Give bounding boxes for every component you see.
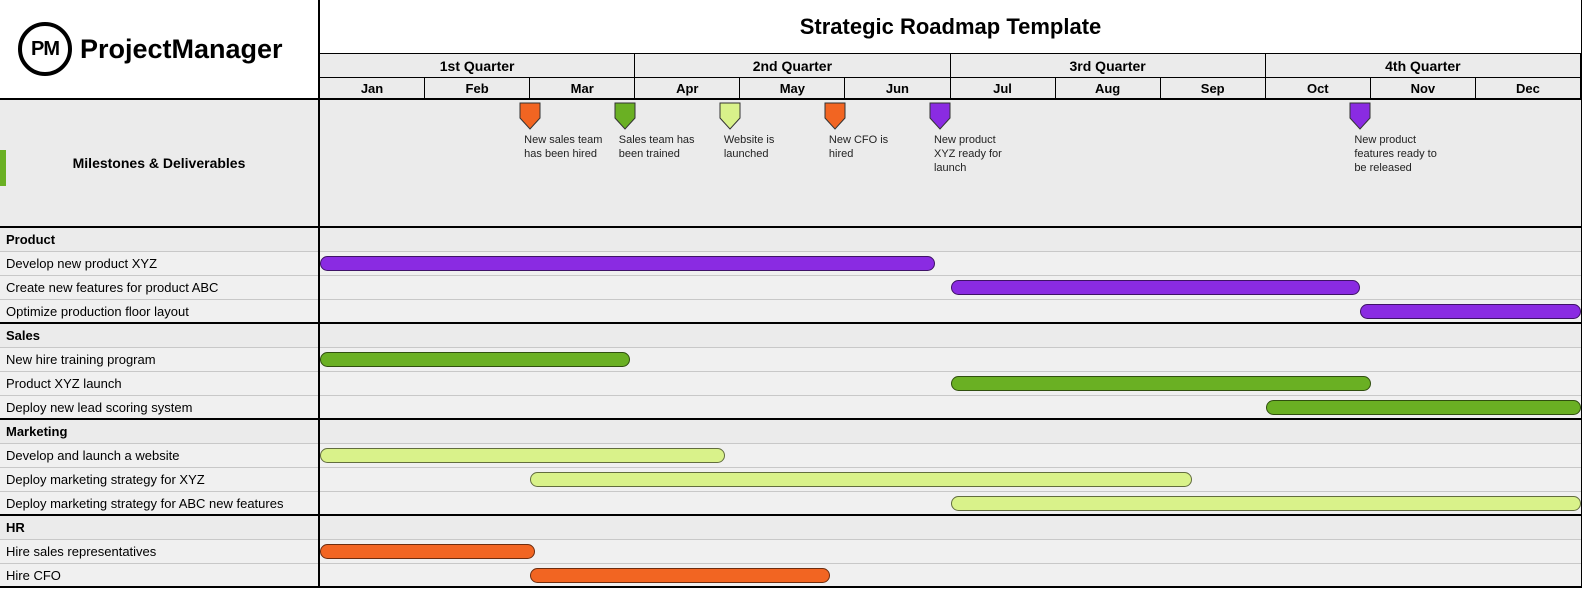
gantt-bar [320, 448, 725, 463]
task-row [320, 540, 1581, 564]
task-row [320, 252, 1581, 276]
gantt-bar [320, 256, 935, 271]
task-row [320, 300, 1581, 324]
task-row [320, 444, 1581, 468]
page-title: Strategic Roadmap Template [320, 0, 1581, 54]
task-row [320, 564, 1581, 588]
brand-name: ProjectManager [80, 34, 283, 65]
brand-badge: PM [18, 22, 72, 76]
task-label: Product XYZ launch [0, 372, 318, 396]
month-cell: Sep [1161, 78, 1266, 100]
task-label: Optimize production floor layout [0, 300, 318, 324]
task-label: Develop and launch a website [0, 444, 318, 468]
quarter-cell: 3rd Quarter [951, 54, 1266, 78]
task-label: Create new features for product ABC [0, 276, 318, 300]
month-cell: Jul [951, 78, 1056, 100]
brand-logo: PM ProjectManager [0, 0, 320, 100]
section-header: Product [0, 228, 318, 252]
timeline-header: Strategic Roadmap Template 1st Quarter2n… [320, 0, 1581, 100]
timeline-body: New sales team has been hired Sales team … [320, 100, 1581, 588]
section-header-row [320, 516, 1581, 540]
task-row [320, 468, 1581, 492]
section-header: Sales [0, 324, 318, 348]
side-accent [0, 150, 6, 186]
quarter-row: 1st Quarter2nd Quarter3rd Quarter4th Qua… [320, 54, 1581, 78]
milestone-label: New CFO is hired [829, 134, 915, 162]
month-cell: Feb [425, 78, 530, 100]
task-label: Develop new product XYZ [0, 252, 318, 276]
milestone-marker [824, 102, 846, 130]
milestone-marker [929, 102, 951, 130]
section-header: Marketing [0, 420, 318, 444]
quarter-cell: 1st Quarter [320, 54, 635, 78]
milestone-marker [1349, 102, 1371, 130]
milestone-marker [614, 102, 636, 130]
month-cell: Mar [530, 78, 635, 100]
milestones-header: Milestones & Deliverables [0, 100, 318, 228]
left-column: Milestones & Deliverables ProductDevelop… [0, 100, 320, 588]
milestone-marker [519, 102, 541, 130]
gantt-bar [530, 568, 829, 583]
task-label: Deploy marketing strategy for XYZ [0, 468, 318, 492]
quarter-cell: 4th Quarter [1266, 54, 1581, 78]
task-label: Deploy new lead scoring system [0, 396, 318, 420]
gantt-bar [951, 376, 1371, 391]
section-header-row [320, 228, 1581, 252]
section-header-row [320, 420, 1581, 444]
month-cell: Apr [635, 78, 740, 100]
gantt-bar [320, 352, 630, 367]
task-row [320, 492, 1581, 516]
milestone-marker [719, 102, 741, 130]
month-cell: Oct [1266, 78, 1371, 100]
section-header: HR [0, 516, 318, 540]
month-cell: Dec [1476, 78, 1581, 100]
month-cell: Jan [320, 78, 425, 100]
milestone-label: New sales team has been hired [524, 134, 610, 162]
milestone-label: Website is launched [724, 134, 810, 162]
month-cell: Aug [1056, 78, 1161, 100]
gantt-bar [530, 472, 1192, 487]
month-row: JanFebMarAprMayJunJulAugSepOctNovDec [320, 78, 1581, 100]
gantt-bar [951, 496, 1582, 511]
milestone-label: Sales team has been trained [619, 134, 705, 162]
task-label: Hire sales representatives [0, 540, 318, 564]
task-row [320, 396, 1581, 420]
milestone-label: New product features ready to be release… [1354, 134, 1440, 175]
task-row [320, 372, 1581, 396]
month-cell: May [740, 78, 845, 100]
section-header-row [320, 324, 1581, 348]
task-label: New hire training program [0, 348, 318, 372]
roadmap-grid: PM ProjectManager Strategic Roadmap Temp… [0, 0, 1582, 588]
month-cell: Nov [1371, 78, 1476, 100]
quarter-cell: 2nd Quarter [635, 54, 950, 78]
gantt-bar [951, 280, 1361, 295]
task-label: Deploy marketing strategy for ABC new fe… [0, 492, 318, 516]
milestone-label: New product XYZ ready for launch [934, 134, 1020, 175]
gantt-area [320, 228, 1581, 588]
gantt-bar [320, 544, 535, 559]
gantt-bar [1360, 304, 1581, 319]
task-row [320, 348, 1581, 372]
milestones-area: New sales team has been hired Sales team … [320, 100, 1581, 228]
month-cell: Jun [845, 78, 950, 100]
task-label: Hire CFO [0, 564, 318, 588]
task-row [320, 276, 1581, 300]
gantt-bar [1266, 400, 1581, 415]
